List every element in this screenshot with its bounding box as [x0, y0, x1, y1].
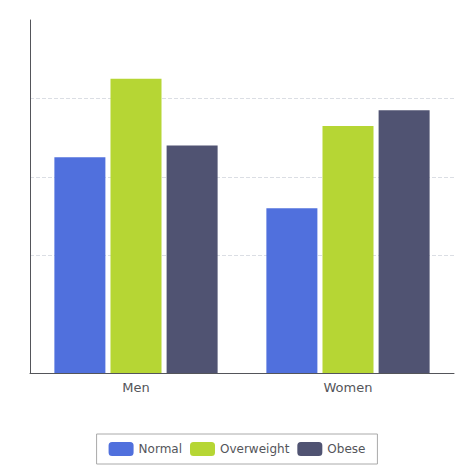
svg-text:Women: Women — [324, 380, 373, 395]
svg-text:Normal: Normal — [139, 442, 182, 456]
svg-text:Men: Men — [122, 380, 149, 395]
svg-text:Obese: Obese — [327, 442, 365, 456]
svg-text:Overweight: Overweight — [220, 442, 290, 456]
